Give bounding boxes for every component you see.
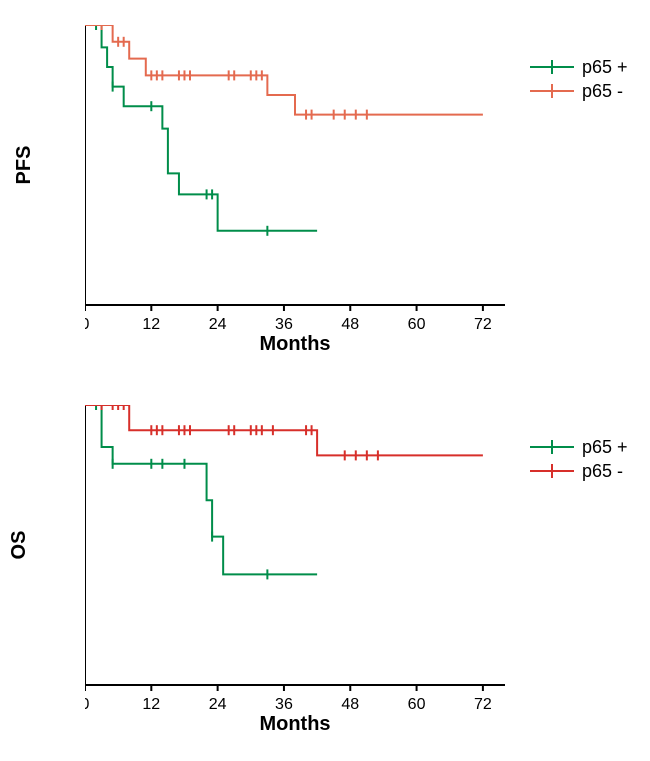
- svg-text:12: 12: [142, 316, 160, 333]
- legend-label: p65 +: [582, 57, 628, 78]
- legend-label: p65 -: [582, 81, 623, 102]
- pfs-legend-item-p65plus: p65 +: [530, 55, 628, 79]
- svg-text:0: 0: [85, 316, 90, 333]
- svg-text:60: 60: [408, 696, 426, 713]
- figure: 0122436486072020406080100 PFS Months p65…: [0, 0, 650, 761]
- svg-text:36: 36: [275, 696, 293, 713]
- os-legend-item-p65minus: p65 -: [530, 459, 628, 483]
- svg-text:24: 24: [209, 316, 227, 333]
- legend-line-icon: [530, 59, 574, 75]
- legend-tick-icon: [551, 60, 553, 74]
- pfs-legend: p65 + p65 -: [530, 55, 628, 103]
- svg-text:48: 48: [341, 696, 359, 713]
- pfs-legend-item-p65minus: p65 -: [530, 79, 628, 103]
- os-legend-item-p65plus: p65 +: [530, 435, 628, 459]
- svg-text:48: 48: [341, 316, 359, 333]
- legend-label: p65 +: [582, 437, 628, 458]
- legend-line-icon: [530, 463, 574, 479]
- pfs-plot-svg: 0122436486072020406080100: [85, 25, 545, 345]
- svg-text:12: 12: [142, 696, 160, 713]
- legend-label: p65 -: [582, 461, 623, 482]
- svg-text:0: 0: [85, 696, 90, 713]
- os-xlabel: Months: [259, 713, 330, 736]
- legend-line-icon: [530, 439, 574, 455]
- legend-tick-icon: [551, 84, 553, 98]
- svg-text:72: 72: [474, 316, 492, 333]
- legend-tick-icon: [551, 440, 553, 454]
- svg-text:36: 36: [275, 316, 293, 333]
- svg-text:60: 60: [408, 316, 426, 333]
- svg-text:72: 72: [474, 696, 492, 713]
- os-legend: p65 + p65 -: [530, 435, 628, 483]
- os-ylabel: OS: [8, 531, 31, 560]
- pfs-ylabel: PFS: [13, 146, 36, 185]
- pfs-xlabel: Months: [259, 333, 330, 356]
- svg-text:24: 24: [209, 696, 227, 713]
- os-plot-svg: 0122436486072020406080100: [85, 405, 545, 725]
- legend-line-icon: [530, 83, 574, 99]
- legend-tick-icon: [551, 464, 553, 478]
